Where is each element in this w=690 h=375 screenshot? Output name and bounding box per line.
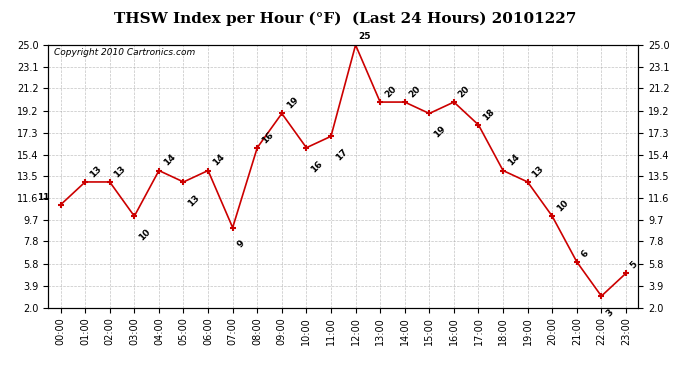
Text: 9: 9 <box>235 239 246 250</box>
Text: 17: 17 <box>334 147 349 163</box>
Text: 19: 19 <box>284 95 300 111</box>
Text: 14: 14 <box>211 153 226 168</box>
Text: 20: 20 <box>383 84 398 99</box>
Text: 13: 13 <box>186 193 201 208</box>
Text: Copyright 2010 Cartronics.com: Copyright 2010 Cartronics.com <box>55 48 195 57</box>
Text: 6: 6 <box>580 248 591 259</box>
Text: 13: 13 <box>88 164 103 179</box>
Text: 20: 20 <box>408 84 422 99</box>
Text: 20: 20 <box>457 84 472 99</box>
Text: 13: 13 <box>531 164 546 179</box>
Text: 3: 3 <box>604 307 615 318</box>
Text: 10: 10 <box>555 198 570 213</box>
Text: 16: 16 <box>260 130 275 145</box>
Text: 25: 25 <box>358 32 371 41</box>
Text: 18: 18 <box>481 107 496 122</box>
Text: 19: 19 <box>432 124 447 140</box>
Text: 10: 10 <box>137 227 152 242</box>
Text: 11: 11 <box>37 193 50 202</box>
Text: 13: 13 <box>112 164 128 179</box>
Text: 5: 5 <box>629 260 640 270</box>
Text: 14: 14 <box>506 153 521 168</box>
Text: 14: 14 <box>161 153 177 168</box>
Text: 16: 16 <box>309 159 324 174</box>
Text: THSW Index per Hour (°F)  (Last 24 Hours) 20101227: THSW Index per Hour (°F) (Last 24 Hours)… <box>114 11 576 26</box>
